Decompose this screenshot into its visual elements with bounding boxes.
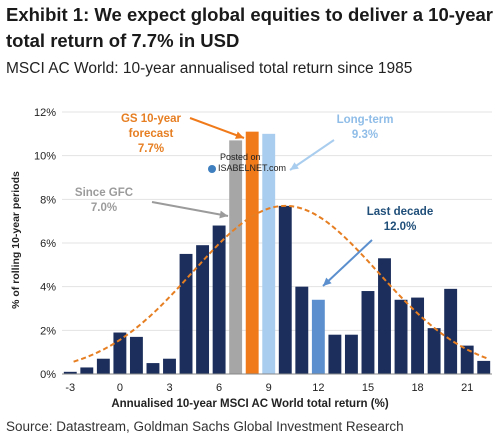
arrow-gs-forecast-head [235,131,244,139]
annotation-gs-value: 7.7% [137,143,165,155]
bar [328,334,342,374]
watermark-line2: ISABELNET.com [218,163,287,173]
annotation-lt-line1: Long-term [336,114,394,126]
bar [245,131,259,374]
arrow-gs-forecast [189,117,245,139]
arrow-long-term [289,139,335,171]
bar [361,291,375,374]
bar [63,371,77,374]
annotation-gfc-line1: Since GFC [74,187,134,199]
x-tick-label: -3 [65,382,75,394]
chart-area: 0% 2% 4% 6% 8% 10% 12% -3 0 3 6 9 12 15 18 21 [34,107,492,394]
annotation-gs-line1: GS 10-year [120,113,182,125]
source-note: Source: Datastream, Goldman Sachs Global… [6,419,404,434]
annotation-ld-line1: Last decade [366,206,434,218]
y-tick-label: 0% [40,369,56,381]
annotation-last-decade: Last decade 12.0% [360,205,440,235]
chart-title: Exhibit 1: We expect global equities to … [6,4,493,51]
fitted-curve [73,204,488,363]
bar [212,225,226,374]
bar [146,363,160,374]
bar [477,360,491,374]
y-axis-label-wrap: % of rolling 10-year periods [6,110,26,370]
x-tick-label: 9 [266,382,272,394]
x-axis-label: Annualised 10-year MSCI AC World total r… [111,398,389,410]
y-tick-label: 6% [40,238,56,250]
y-axis-label: % of rolling 10-year periods [10,171,22,309]
bar [378,258,391,374]
y-tick-label: 8% [40,194,56,206]
x-tick-label: 15 [362,382,374,394]
arrow-since-gfc [151,201,229,217]
chart-subtitle: MSCI AC World: 10-year annualised total … [6,60,413,77]
bar [427,328,441,374]
watermark-line1: Posted on [220,152,261,162]
bar [129,336,143,374]
arrow-last-decade-head [323,277,332,286]
bar [179,253,193,374]
bar [460,345,474,374]
annotation-lt-value: 9.3% [351,129,379,141]
bar [295,286,309,374]
bar [229,140,243,374]
x-tick-label: 3 [166,382,172,394]
bar [444,288,458,374]
y-tick-label: 2% [40,325,56,337]
bar [262,133,276,374]
annotation-ld-value: 12.0% [383,221,417,233]
annotation-since-gfc: Since GFC 7.0% [64,186,144,216]
arrow-long-term-head [290,162,299,170]
arrow-last-decade [322,239,373,287]
bar [311,299,325,374]
bar [113,332,127,374]
bar [344,334,358,374]
y-tick-label: 10% [34,151,56,163]
bar [80,367,94,374]
bar [163,358,176,374]
x-tick-label: 0 [117,382,123,394]
annotation-gfc-value: 7.0% [90,202,118,214]
y-tick-label: 4% [40,282,56,294]
watermark: Posted on ISABELNET.com [208,152,286,174]
bar [196,245,210,374]
arrow-since-gfc-head [219,210,228,219]
y-tick-label: 12% [34,107,56,119]
globe-icon [208,164,216,173]
bar [96,358,110,374]
annotation-gs-line2: forecast [128,128,174,140]
x-tick-label: 18 [411,382,423,394]
x-tick-label: 21 [461,382,473,394]
bar [278,205,292,374]
x-tick-label: 12 [312,382,324,394]
x-tick-label: 6 [216,382,222,394]
bar [411,297,425,374]
annotation-long-term: Long-term 9.3% [330,113,400,143]
annotation-gs-forecast: GS 10-year forecast 7.7% [106,112,196,157]
bar [394,299,408,374]
